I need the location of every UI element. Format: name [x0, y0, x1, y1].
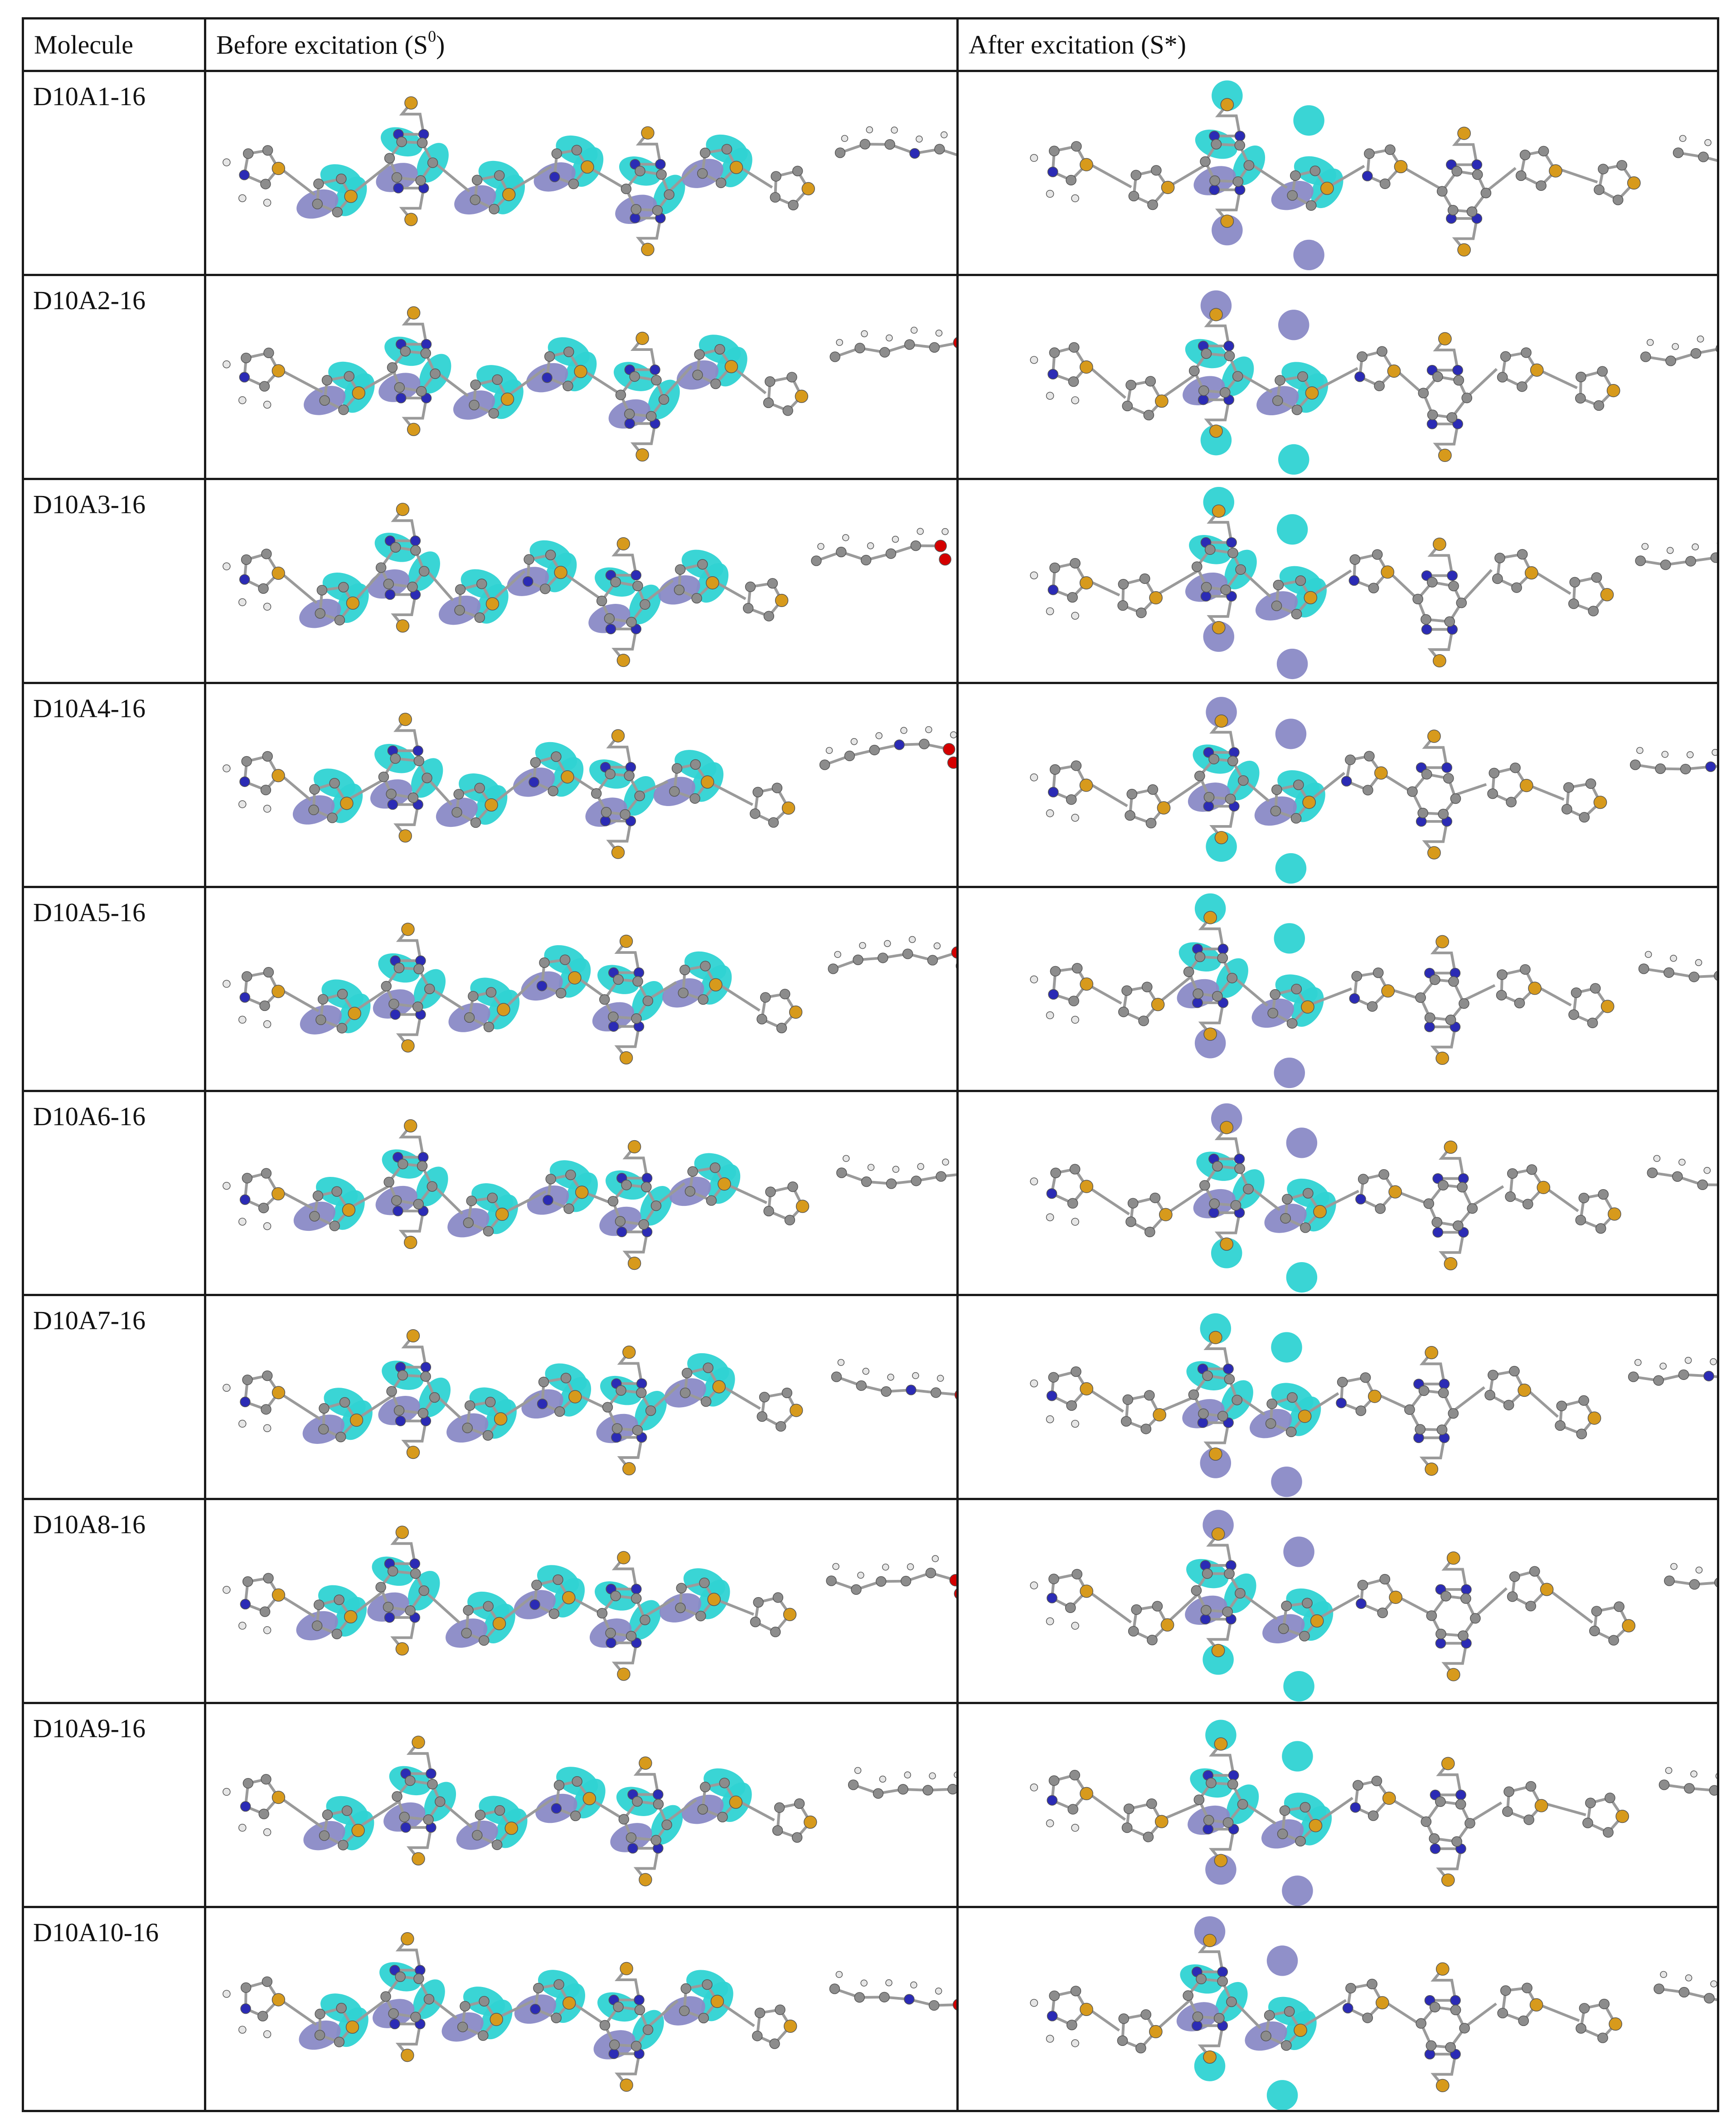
table-row: D10A5-16: [22, 886, 1719, 1092]
molecule-name-cell: D10A9-16: [22, 1702, 206, 1908]
before-excitation-cell: [204, 1906, 959, 2112]
before-excitation-cell: [204, 274, 959, 480]
after-excitation-cell: [956, 682, 1719, 888]
molecule-name: D10A4-16: [33, 694, 146, 723]
molecule-orbital-image: [223, 96, 956, 256]
table-row: D10A2-16: [22, 274, 1719, 480]
after-excitation-cell: [956, 1294, 1719, 1500]
molecule-orbital-image: [1030, 1510, 1717, 1702]
after-excitation-cell: [956, 886, 1719, 1092]
header-row: Molecule Before excitation (S0) After ex…: [22, 17, 1719, 72]
before-excitation-cell: [204, 1702, 959, 1908]
before-excitation-cell: [204, 1498, 959, 1704]
molecule-name-cell: D10A2-16: [22, 274, 206, 480]
header-after-excitation: After excitation (S*): [956, 17, 1719, 72]
molecule-orbital-image: [1030, 80, 1717, 270]
header-molecule: Molecule: [22, 17, 206, 72]
molecule-orbital-image: [1030, 1720, 1717, 1906]
after-excitation-cell: [956, 70, 1719, 276]
molecule-orbital-image: [1030, 1103, 1717, 1293]
header-before-text: Before excitation (S: [216, 30, 428, 60]
table-row: D10A9-16: [22, 1702, 1719, 1908]
before-excitation-cell: [204, 682, 959, 888]
molecule-orbital-image: [223, 306, 956, 462]
molecule-orbital-image: [1030, 487, 1717, 680]
before-excitation-cell: [204, 1090, 959, 1296]
table-row: D10A3-16: [22, 478, 1719, 684]
before-excitation-cell: [204, 1294, 959, 1500]
molecule-orbital-image: [1030, 697, 1717, 884]
table-row: D10A10-16: [22, 1906, 1719, 2112]
molecule-name: D10A6-16: [33, 1102, 146, 1131]
molecule-name-cell: D10A7-16: [22, 1294, 206, 1500]
molecule-name-cell: D10A10-16: [22, 1906, 206, 2112]
molecule-orbital-image: [223, 1932, 956, 2092]
molecule-name-cell: D10A5-16: [22, 886, 206, 1092]
orbital-table: Molecule Before excitation (S0) After ex…: [22, 17, 1719, 2112]
after-excitation-cell: [956, 478, 1719, 684]
molecule-orbital-image: [223, 1526, 956, 1681]
header-before-close: ): [436, 30, 445, 60]
molecule-name-cell: D10A4-16: [22, 682, 206, 888]
molecule-orbital-image: [223, 503, 951, 667]
table-row: D10A7-16: [22, 1294, 1719, 1500]
before-excitation-cell: [204, 886, 959, 1092]
molecule-name: D10A8-16: [33, 1510, 146, 1539]
molecule-name-cell: D10A1-16: [22, 70, 206, 276]
molecule-orbital-image: [223, 1119, 956, 1270]
molecule-orbital-image: [1030, 1313, 1717, 1497]
after-excitation-cell: [956, 1498, 1719, 1704]
molecule-name: D10A7-16: [33, 1306, 146, 1335]
molecule-orbital-image: [223, 713, 956, 859]
table-row: D10A8-16: [22, 1498, 1719, 1704]
molecule-orbital-image: [1030, 290, 1717, 475]
molecule-name-cell: D10A3-16: [22, 478, 206, 684]
header-before-excitation: Before excitation (S0): [204, 17, 959, 72]
after-excitation-cell: [956, 274, 1719, 480]
molecule-orbital-image: [223, 1329, 956, 1476]
table-row: D10A4-16: [22, 682, 1719, 888]
molecule-orbital-image: [223, 923, 956, 1065]
before-excitation-cell: [204, 70, 959, 276]
header-before-sup: 0: [428, 27, 436, 45]
molecule-name: D10A3-16: [33, 490, 146, 519]
molecule-name: D10A2-16: [33, 286, 146, 315]
molecule-orbital-image: [1030, 1916, 1717, 2110]
table-row: D10A1-16: [22, 70, 1719, 276]
after-excitation-cell: [956, 1702, 1719, 1908]
molecule-name: D10A1-16: [33, 82, 146, 111]
molecule-name-cell: D10A6-16: [22, 1090, 206, 1296]
molecule-name: D10A10-16: [33, 1918, 159, 1947]
table-row: D10A6-16: [22, 1090, 1719, 1296]
before-excitation-cell: [204, 478, 959, 684]
molecule-orbital-image: [1030, 893, 1717, 1088]
after-excitation-cell: [956, 1906, 1719, 2112]
molecule-name-cell: D10A8-16: [22, 1498, 206, 1704]
after-excitation-cell: [956, 1090, 1719, 1296]
molecule-orbital-image: [223, 1735, 956, 1886]
molecule-name: D10A5-16: [33, 898, 146, 927]
molecule-name: D10A9-16: [33, 1714, 146, 1743]
